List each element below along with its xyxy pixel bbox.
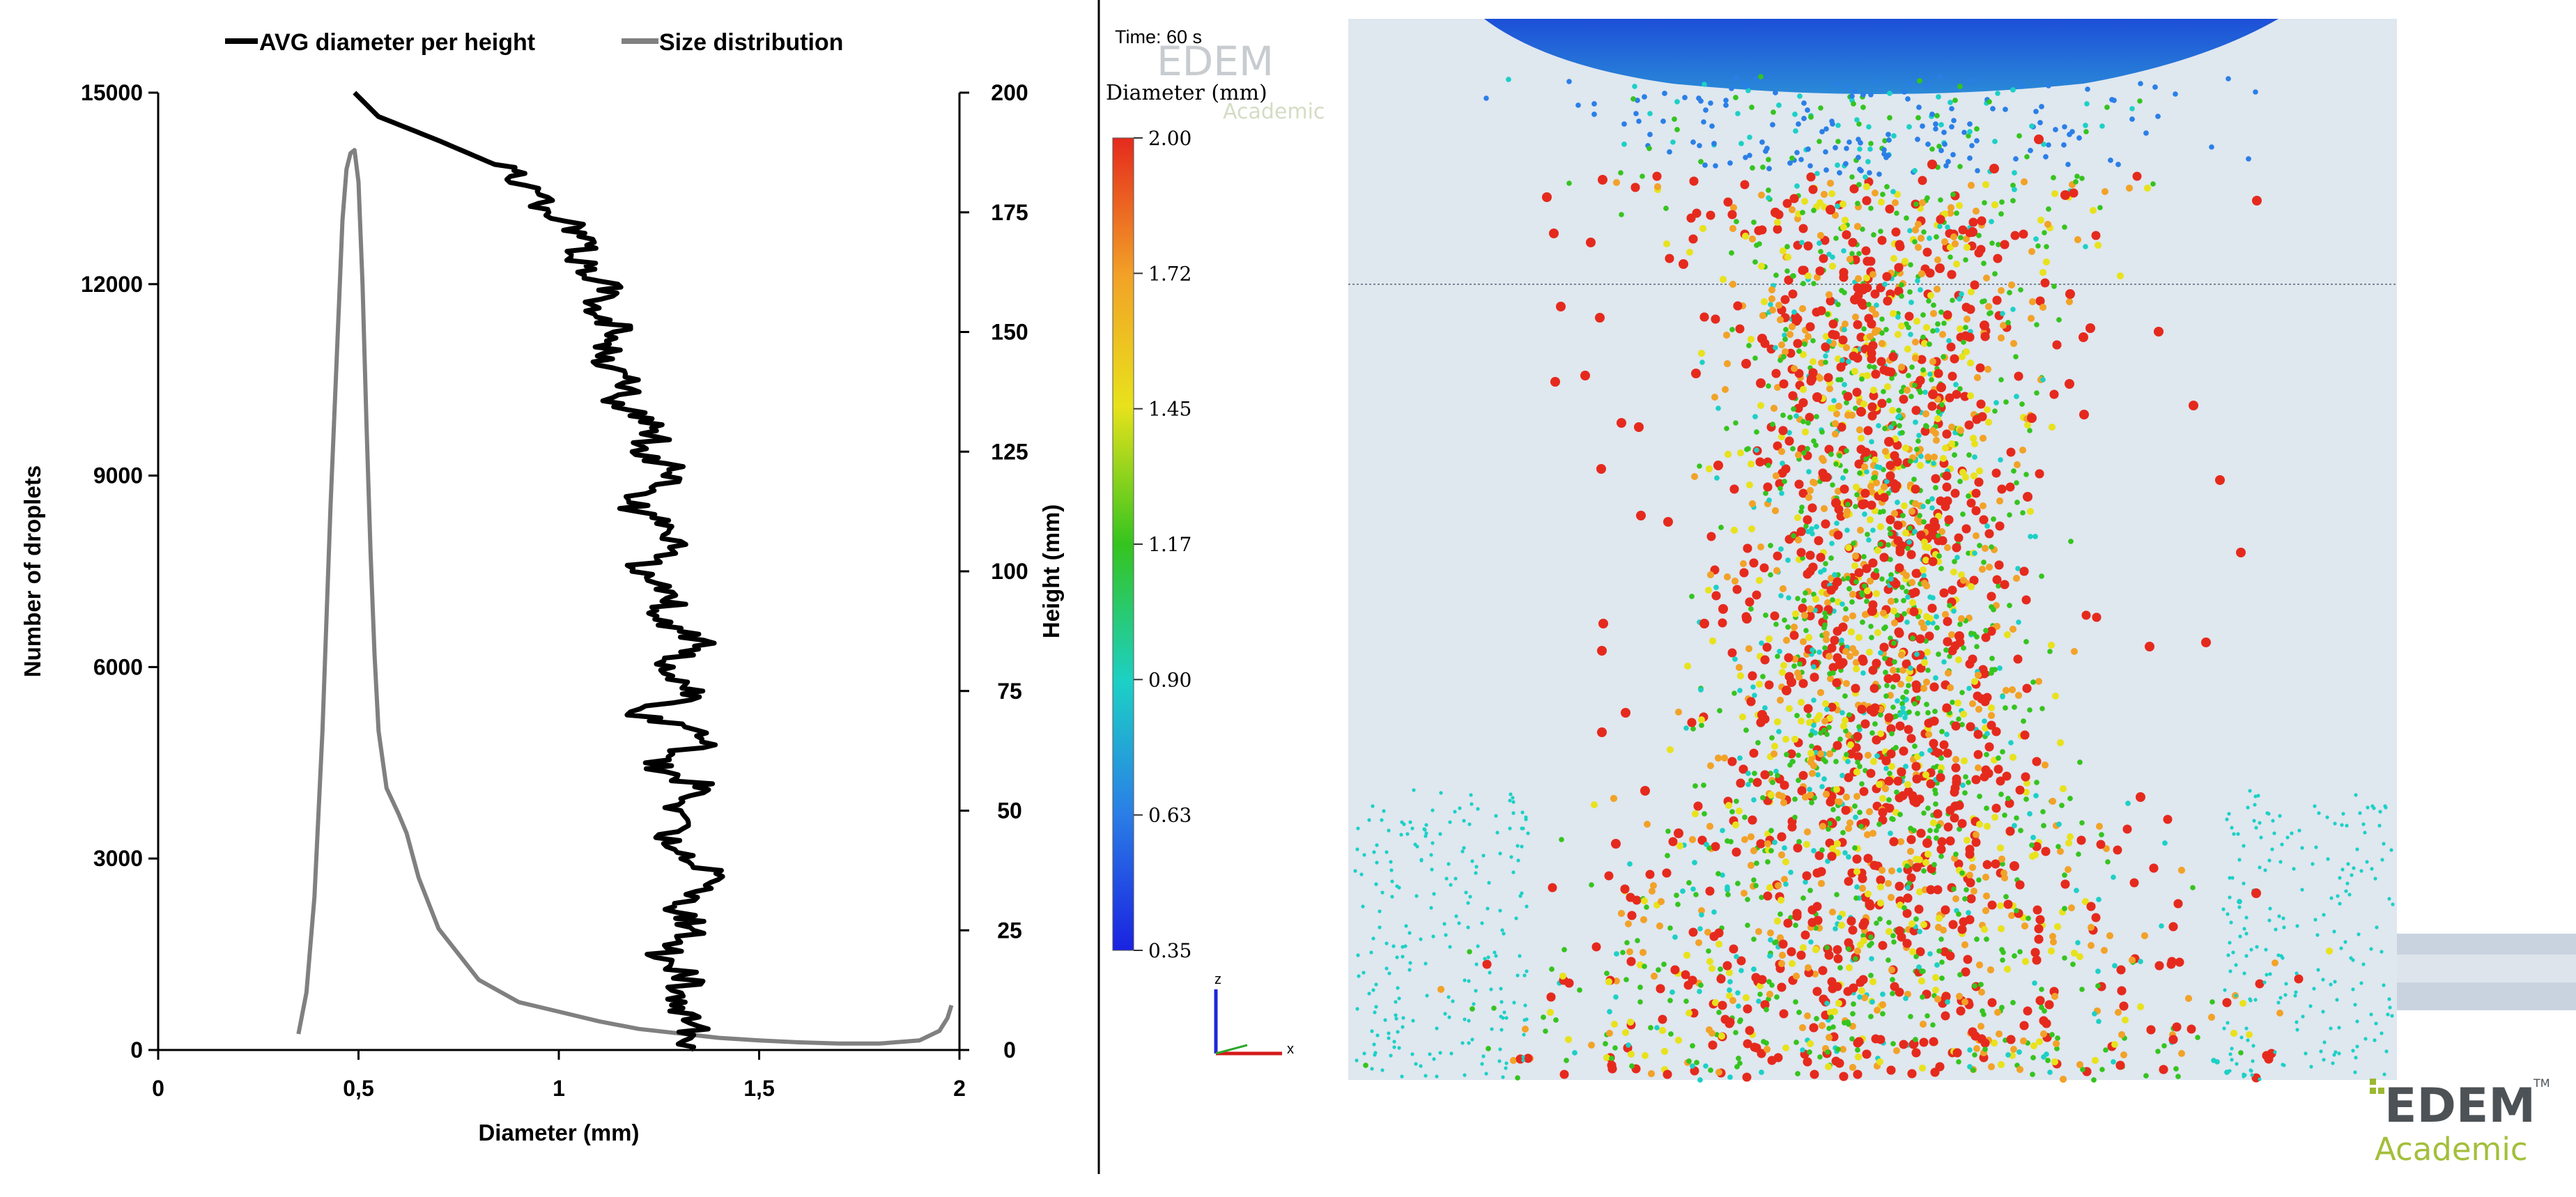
y-left-tick-label: 15000 [81,80,143,105]
x-tick-label: 1,5 [743,1076,774,1101]
y-left-tick-label: 9000 [93,463,143,488]
simulation-panel: EDEM Academic Time: 60 s Diameter (mm) 2… [1106,19,2576,1168]
y-right-tick-label: 200 [991,80,1028,105]
x-tick-label: 2 [953,1076,966,1101]
time-label: Time: 60 s [1115,26,1202,47]
y-left-tick-label: 6000 [93,654,143,679]
y-axis-left-label: Number of droplets [20,465,45,677]
edem-logo-text: EDEM [2384,1079,2536,1134]
y-right-tick-label: 50 [997,798,1022,824]
colorbar-ticks: 2.00 1.72 1.45 1.17 0.90 0.63 0.35 [1134,127,1191,962]
triad-z-label: z [1214,972,1221,987]
colorbar-tick-label: 0.35 [1148,939,1191,962]
watermark-logo: EDEM [1157,38,1274,85]
legend-label-size: Size distribution [659,29,843,56]
y-left-tick-label: 0 [130,1037,143,1063]
side-band [2397,982,2576,1010]
y-right-tick-label: 75 [997,679,1022,704]
colorbar-title: Diameter (mm) [1106,81,1267,105]
y-left-tick-label: 3000 [93,846,143,871]
side-band [2397,934,2576,955]
y-right-tick-label: 100 [991,559,1028,584]
watermark-subtitle: Academic [1223,100,1325,124]
colorbar [1112,137,1134,951]
edem-logo-tm: TM [2533,1076,2550,1090]
y-axis-right-label: Height (mm) [1038,504,1064,639]
droplet-particles [1353,74,2395,1083]
colorbar-tick-label: 2.00 [1148,127,1191,150]
x-tick-label: 0,5 [343,1076,373,1101]
series-line-size-distribution [296,148,954,1046]
legend-label-avg: AVG diameter per height [259,29,535,56]
x-axis-ticks: 0 0,5 1 1,5 2 [152,1050,966,1101]
colorbar-tick-label: 0.63 [1148,804,1191,827]
series-layer [296,91,954,1052]
triad-x-label: x [1287,1042,1294,1057]
edem-logo-subtitle: Academic [2375,1131,2528,1168]
x-axis-label: Diameter (mm) [478,1120,639,1145]
colorbar-tick-label: 0.90 [1148,668,1191,691]
colorbar-tick-label: 1.17 [1148,533,1191,556]
series-line-avg-diameter [353,91,725,1052]
y-right-tick-label: 175 [991,200,1028,225]
y-right-tick-label: 125 [991,439,1028,464]
x-tick-label: 1 [553,1076,565,1101]
y-right-tick-label: 0 [1003,1037,1016,1063]
edem-logo-mark-icon [2370,1079,2384,1094]
edem-logo: EDEM TM Academic [2370,1076,2550,1168]
y-right-tick-label: 150 [991,320,1028,345]
legend: AVG diameter per height Size distributio… [225,29,843,56]
chart-panel: AVG diameter per height Size distributio… [20,29,1064,1145]
left-axis-ticks: 0 3000 6000 9000 12000 15000 [81,80,158,1063]
y-left-tick-label: 12000 [81,272,143,297]
x-tick-label: 0 [152,1076,164,1101]
y-right-tick-label: 25 [997,918,1022,943]
triad-y-axis [1215,1044,1248,1055]
side-band [2397,955,2576,982]
spray-nozzle-cap [1484,19,2278,94]
colorbar-tick-label: 1.45 [1148,398,1191,421]
right-axis-ticks: 0 25 50 75 100 125 150 175 200 [959,80,1028,1063]
colorbar-tick-label: 1.72 [1148,262,1191,285]
axes-triad: z x [1214,972,1294,1057]
